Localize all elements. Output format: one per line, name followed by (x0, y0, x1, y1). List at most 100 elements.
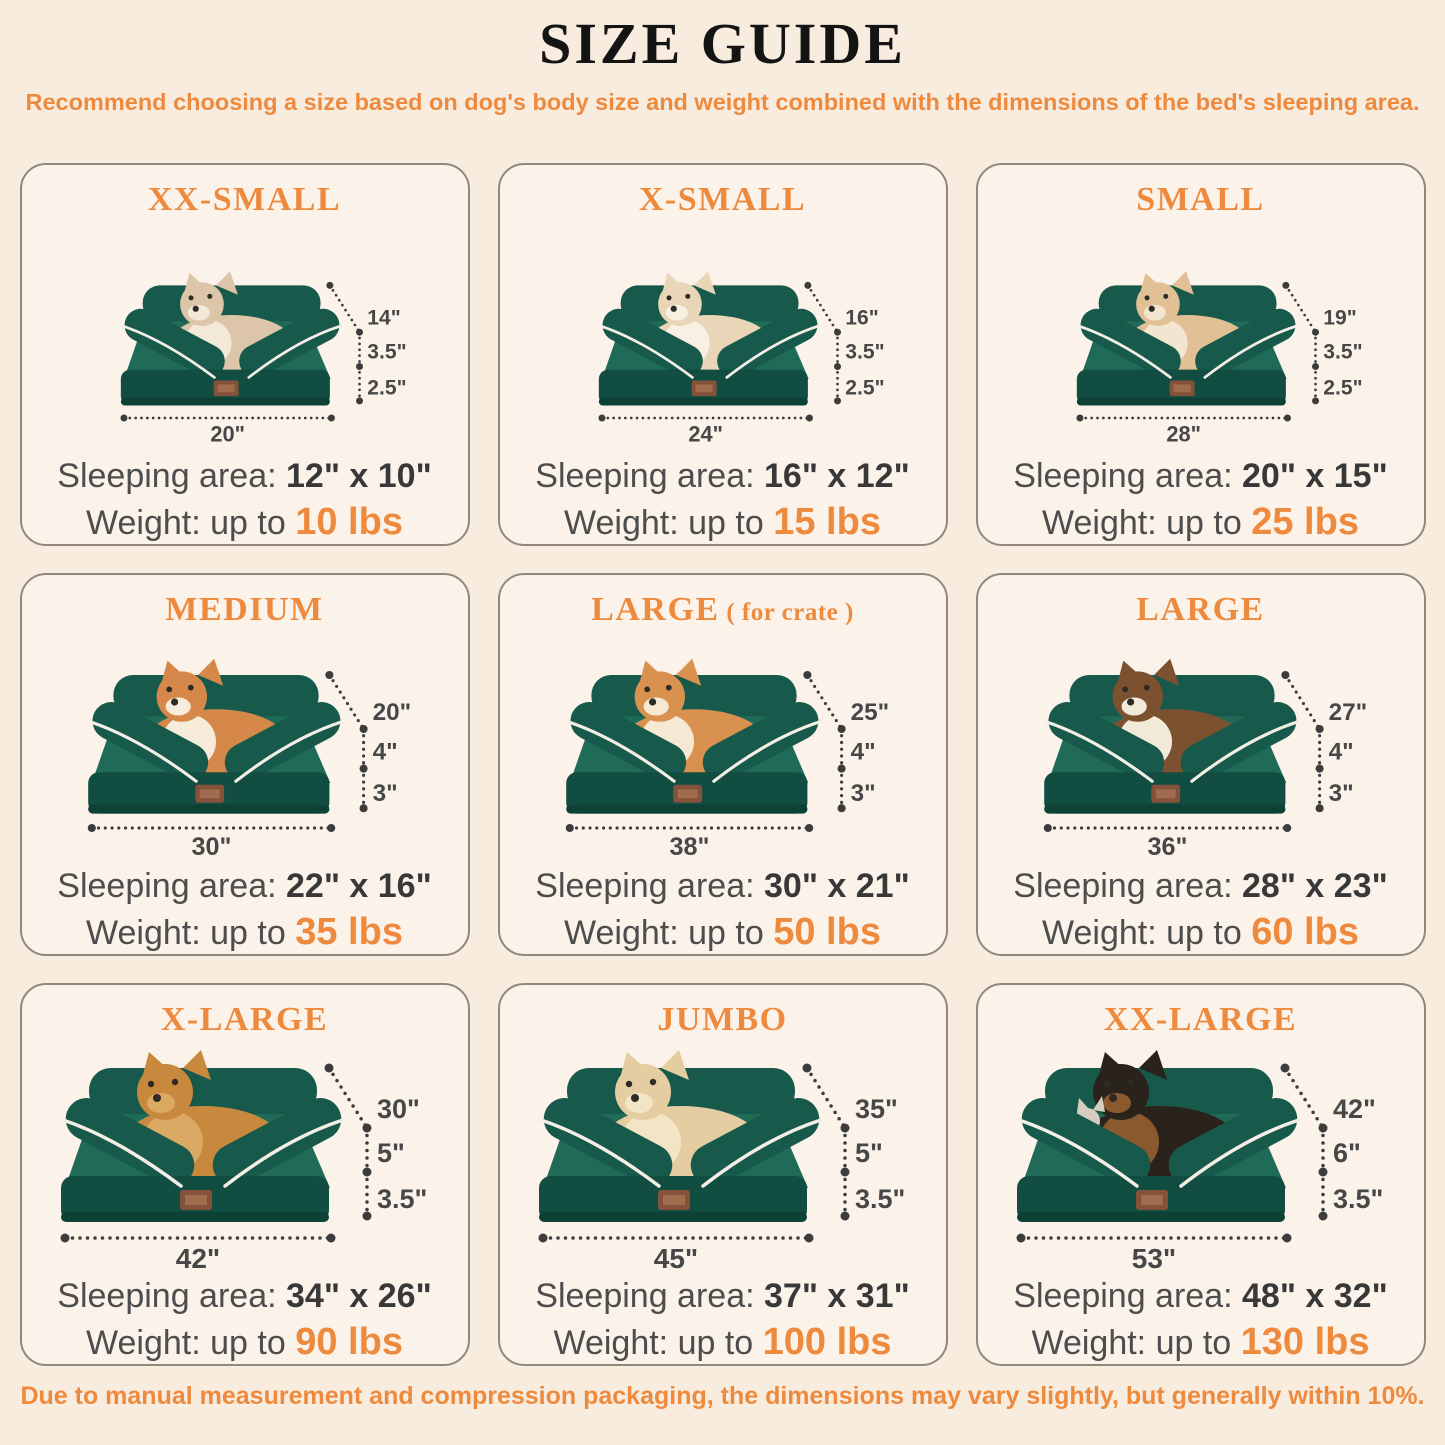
dog-bed-graphic (1016, 1050, 1301, 1223)
bed-illustration: 19" 3.5" 2.5" 28" (1075, 271, 1362, 447)
sleeping-area-value: 37" x 31" (764, 1277, 910, 1316)
dim-dot (1318, 1211, 1327, 1221)
size-card: XX-SMALL (19, 162, 470, 546)
dog-bed-graphic (1043, 659, 1300, 814)
bed-arm-left (602, 309, 703, 378)
up-to-label: up to (688, 504, 764, 543)
weight-label: Weight: (86, 504, 201, 543)
up-to-label: up to (677, 1324, 754, 1363)
bed-piping-left (1043, 720, 1154, 784)
pet-eye-left (666, 295, 672, 301)
weight-value: 100 lbs (762, 1321, 892, 1364)
pet-nose (170, 698, 178, 706)
pet-nose (1108, 1094, 1117, 1103)
length-value: 30" (191, 833, 231, 861)
bed-arm-right (224, 702, 340, 782)
bolster-height-value: 4" (372, 739, 397, 766)
bed-brand-tag-logo (1155, 789, 1176, 799)
size-name-text: XX-SMALL (147, 180, 342, 218)
dimension-annotations: 27" 4" 3" 36" (1043, 671, 1367, 861)
bed-piping-right (233, 720, 344, 784)
page-title: SIZE GUIDE (539, 11, 906, 76)
bed-piping-left (538, 1118, 661, 1189)
pet-muzzle (1102, 1093, 1131, 1114)
depth-value: 19" (1323, 307, 1356, 330)
companion-pet-ear-right (1092, 1096, 1105, 1113)
bed-arm-right (1194, 309, 1295, 378)
bed-base-shadow (1076, 398, 1286, 406)
dimension-annotations: 42" 6" 3.5" 53" (1016, 1063, 1383, 1272)
dim-dot (1075, 414, 1083, 422)
illustration-group: 16" 3.5" 2.5" 24" (597, 271, 884, 447)
pet-nose (152, 1094, 161, 1103)
bolster-height-value: 5" (377, 1138, 405, 1168)
dim-dot (1315, 804, 1324, 813)
dim-dot (1315, 725, 1324, 734)
depth-value: 30" (377, 1094, 420, 1124)
bed-arm-left (1021, 1098, 1150, 1187)
dim-dot (1281, 282, 1289, 290)
depth-value: 27" (1328, 699, 1367, 726)
up-to-label: up to (1166, 504, 1242, 543)
dog-bed-graphic (598, 271, 820, 406)
dimension-annotations: 35" 5" 3.5" 45" (538, 1063, 905, 1272)
pet-eye-left (643, 686, 650, 693)
weight-row: Weight: up to 15 lbs (500, 500, 946, 544)
bed-brand-tag-logo (677, 789, 698, 799)
illustration-group: 14" 3.5" 2.5" 20" (119, 271, 406, 447)
bed-piping-right (246, 324, 342, 380)
size-card: X-LARGE (19, 982, 470, 1366)
sleeping-area-row: Sleeping area: 30" x 21" (500, 866, 946, 906)
depth-value: 16" (845, 307, 878, 330)
dim-dot (355, 397, 363, 405)
sleeping-area-value: 22" x 16" (286, 867, 432, 906)
pet-eye-right (1127, 1079, 1134, 1086)
depth-dotted-line (328, 284, 361, 334)
bed-base-shadow (120, 398, 330, 406)
base-height-value: 2.5" (367, 377, 406, 400)
bed-arm-right (690, 1098, 819, 1187)
dim-dot (837, 804, 846, 813)
pet-nose (1126, 698, 1134, 706)
depth-dotted-line (804, 1066, 847, 1131)
size-card: LARGE ( for crate ) (497, 572, 948, 956)
weight-row: Weight: up to 60 lbs (978, 910, 1424, 954)
dim-dot (1280, 1063, 1289, 1073)
size-name-text: XX-LARGE (1103, 1000, 1298, 1038)
bed-brand-tag-logo (695, 384, 713, 393)
illustration-group: 27" 4" 3" 36" (1043, 659, 1367, 861)
depth-value: 20" (372, 699, 411, 726)
size-name: X-SMALL (500, 181, 946, 218)
size-name: LARGE ( for crate ) (500, 591, 946, 628)
weight-value: 90 lbs (295, 1321, 403, 1364)
size-name-text: LARGE (1136, 590, 1265, 628)
dim-dot (833, 363, 841, 371)
bed-brand-tag-logo (1173, 384, 1191, 393)
weight-label: Weight: (1042, 504, 1157, 543)
dim-dot (355, 363, 363, 371)
weight-value: 15 lbs (773, 501, 881, 544)
pet-ear-right (182, 1050, 211, 1081)
pet-eye-left (188, 295, 194, 301)
dog-bed-graphic (1076, 271, 1298, 406)
bolster-height-value: 6" (1333, 1138, 1361, 1168)
bed-illustration: 25" 4" 3" 38" (565, 659, 889, 861)
size-name: MEDIUM (22, 591, 468, 628)
pet-muzzle (643, 697, 669, 716)
dimension-annotations: 25" 4" 3" 38" (565, 671, 889, 861)
illustration-group: 42" 6" 3.5" 53" (1016, 1050, 1383, 1272)
dim-dot (1283, 414, 1291, 422)
weight-row: Weight: up to 130 lbs (978, 1320, 1424, 1364)
pet-muzzle (165, 697, 191, 716)
dim-dot (1282, 1233, 1291, 1243)
bolster-height-value: 4" (850, 739, 875, 766)
dim-dot (359, 804, 368, 813)
pet-muzzle (1143, 305, 1166, 321)
dim-dot (1318, 1167, 1327, 1177)
depth-value: 25" (850, 699, 889, 726)
dog-bed-graphic (60, 1050, 345, 1223)
dimension-annotations: 20" 4" 3" 30" (87, 671, 411, 861)
up-to-label: up to (210, 504, 286, 543)
weight-row: Weight: up to 50 lbs (500, 910, 946, 954)
weight-label: Weight: (86, 914, 201, 953)
